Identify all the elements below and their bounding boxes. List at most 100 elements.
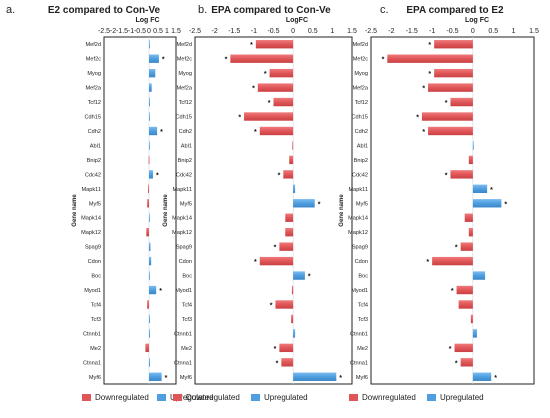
bar-cdc42 xyxy=(283,170,294,179)
gene-label: Abl1 xyxy=(357,143,368,149)
gene-label: Cdc42 xyxy=(85,172,101,178)
gene-label: Mef2c xyxy=(177,57,192,63)
gene-label: Tcf4 xyxy=(358,302,368,308)
bar-mef2a xyxy=(428,83,473,92)
bar-mapk11 xyxy=(148,184,149,194)
x-tick-label: -1.5 xyxy=(406,28,418,35)
significance-star: * xyxy=(250,42,253,49)
bar-ctnnb1 xyxy=(293,329,296,338)
significance-star: * xyxy=(274,245,277,252)
legend-label-up: Upregulated xyxy=(170,393,214,402)
plot-frame xyxy=(194,36,353,385)
significance-star: * xyxy=(160,129,163,136)
x-axis-title: Log FC xyxy=(135,17,159,24)
significance-star: * xyxy=(264,71,267,78)
gene-label: Myf6 xyxy=(180,375,192,381)
gene-label: Myod1 xyxy=(175,288,192,294)
gene-label: Tcf3 xyxy=(182,317,192,323)
gene-label: Mef2a xyxy=(352,86,368,92)
legend-label-down: Downregulated xyxy=(186,393,240,402)
gene-label: Mef2a xyxy=(176,86,192,92)
significance-star: * xyxy=(382,57,385,64)
gene-label: Mef2d xyxy=(176,42,192,48)
significance-star: * xyxy=(276,360,279,367)
gene-label: Mapk14 xyxy=(348,216,368,222)
legend-swatch-down xyxy=(82,394,91,401)
gene-label: Myod1 xyxy=(351,288,368,294)
x-tick-label: 0 xyxy=(147,28,151,35)
gene-label: Boc xyxy=(358,274,368,280)
bar-ctnnb1 xyxy=(472,329,477,338)
legend-label-up: Upregulated xyxy=(440,393,484,402)
gene-label: Mef2c xyxy=(353,57,368,63)
gene-label: Cdh15 xyxy=(176,115,192,121)
bar-mapk12 xyxy=(146,227,149,237)
gene-label: Ctnnb1 xyxy=(174,331,192,337)
bar-tcf3 xyxy=(291,314,294,324)
gene-label: Mapk14 xyxy=(81,216,101,222)
bar-cdh2 xyxy=(149,126,158,136)
x-tick-label: 1 xyxy=(330,28,334,35)
x-axis-title: Log FC xyxy=(465,17,489,24)
bar-myf6 xyxy=(472,372,492,381)
bar-myf5 xyxy=(147,199,149,208)
gene-label: Ctnna1 xyxy=(350,360,368,366)
significance-star: * xyxy=(278,172,281,179)
bar-myf5 xyxy=(293,199,315,208)
significance-star: * xyxy=(494,375,497,382)
gene-label: Spag9 xyxy=(176,245,192,251)
significance-star: * xyxy=(449,346,452,353)
significance-star: * xyxy=(254,129,257,136)
bar-boc xyxy=(472,271,486,280)
gene-label: Cdon xyxy=(88,259,101,265)
x-tick-label: 1 xyxy=(512,28,516,35)
bar-cdon xyxy=(149,256,152,266)
bar-tcf12 xyxy=(450,97,473,107)
legend-label-up: Upregulated xyxy=(264,393,308,402)
bar-mapk14 xyxy=(285,213,294,222)
gene-label: Cdh2 xyxy=(179,129,192,135)
bar-mef2d xyxy=(255,40,294,49)
x-tick-label: 1.5 xyxy=(347,28,357,35)
significance-star: * xyxy=(426,259,429,266)
plot-frame xyxy=(370,36,535,385)
gene-label: Mapk14 xyxy=(172,216,192,222)
gene-label: Spag9 xyxy=(85,245,101,251)
gene-label: Ctnnb1 xyxy=(350,331,368,337)
bar-myod1 xyxy=(456,285,473,295)
bar-cdh15 xyxy=(149,112,150,121)
bar-tcf4 xyxy=(458,300,473,309)
x-tick-label: 1 xyxy=(165,28,169,35)
gene-label: Myod1 xyxy=(84,288,101,294)
significance-star: * xyxy=(504,201,507,208)
significance-star: * xyxy=(422,86,425,93)
gene-label: Boc xyxy=(91,274,101,280)
significance-star: * xyxy=(318,201,321,208)
x-tick-label: 1.5 xyxy=(171,28,181,35)
legend-label-down: Downregulated xyxy=(95,393,149,402)
gene-label: Myf5 xyxy=(180,201,192,207)
bar-spag9 xyxy=(279,242,294,251)
significance-star: * xyxy=(270,302,273,309)
bar-ctnna1 xyxy=(460,358,473,367)
bar-tcf4 xyxy=(147,300,149,309)
gene-label: Tcf3 xyxy=(358,317,368,323)
plot-frame xyxy=(103,36,177,385)
legend-swatch-up xyxy=(427,394,436,401)
gene-label: Ctnna1 xyxy=(174,360,192,366)
bar-abl1 xyxy=(149,141,150,150)
legend-swatch-down xyxy=(349,394,358,401)
panel-title: E2 compared to Con-Ve xyxy=(48,5,161,16)
gene-label: Myog xyxy=(87,71,101,77)
significance-star: * xyxy=(428,42,431,49)
gene-label: Tcf3 xyxy=(91,317,101,323)
bar-tcf12 xyxy=(273,97,294,107)
bar-mapk14 xyxy=(464,213,473,222)
gene-label: Tcf12 xyxy=(179,100,192,106)
bar-tcf4 xyxy=(275,300,294,309)
x-tick-label: 0.5 xyxy=(153,28,163,35)
gene-label: Cdh15 xyxy=(352,115,368,121)
bar-mef2a xyxy=(149,83,152,92)
x-tick-label: -1.5 xyxy=(228,28,240,35)
y-axis-title: Gene name xyxy=(163,194,169,227)
